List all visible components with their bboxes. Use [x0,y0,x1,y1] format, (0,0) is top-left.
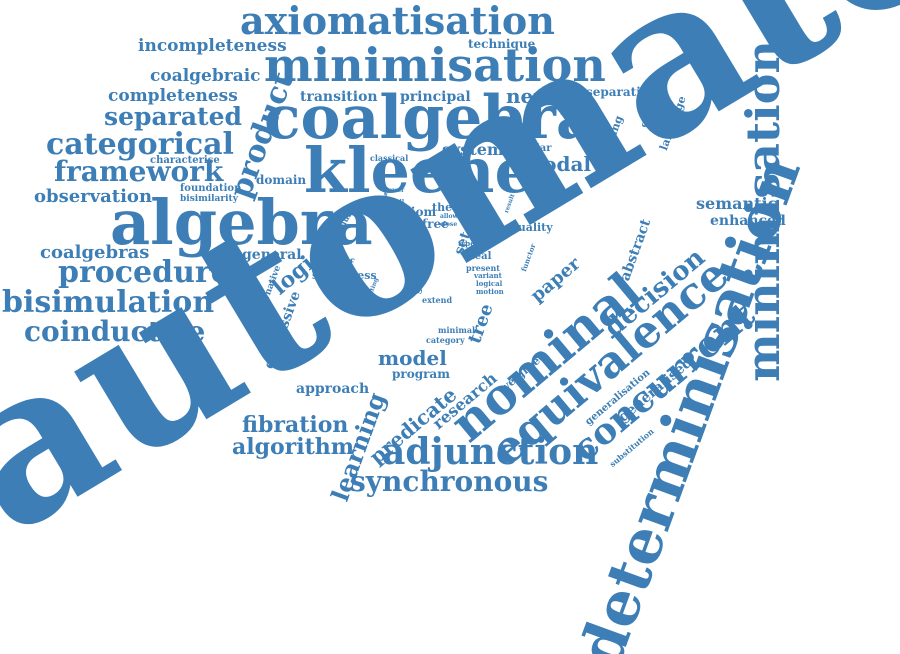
word-soundness: soundness [312,269,377,282]
word-logical: logical [476,279,503,288]
word-proof: proof [318,257,354,271]
word-type: type [458,239,475,248]
word-bisimulation: bisimulation [2,285,215,320]
word-classical: classical [370,153,409,163]
word-view: view [472,233,487,240]
word-category: category [426,335,465,345]
word-approach: approach [296,381,370,397]
word-study: study [388,225,419,236]
word-minimisation-top: minimisation [264,38,606,92]
word-call: call [392,199,405,206]
word-model: model [378,346,447,370]
word-completeness: completeness [108,86,238,106]
word-time: time [392,239,408,246]
word-principal: principal [400,89,471,105]
word-turn: turn [386,233,401,240]
word-free: free [422,217,449,231]
word-modal: modal [522,152,592,176]
word-theory: theory [432,201,472,214]
word-separated: separated [104,102,242,131]
word-foundation: foundation [180,183,242,194]
word-incompleteness: incompleteness [138,36,287,56]
word-duality: duality [510,221,553,234]
word-coalgebra: coalgebra [264,83,595,153]
word-program: program [392,367,450,381]
word-minimal: minimal [438,325,476,335]
word-popular: popular [508,143,552,154]
word-algebra: algebra [110,186,373,259]
word-axiomatisation: axiomatisation [240,0,555,43]
word-technique: technique [468,37,536,51]
word-ideal: ideal [464,251,492,262]
word-domain: domain [256,173,307,187]
word-general: general [242,247,302,263]
word-power: power [384,187,405,194]
word-characterise: characterise [150,155,220,166]
word-separation: separation [586,85,658,99]
word-allow: allow [440,213,458,220]
word-coinductive: coinductive [24,315,206,348]
word-framework: framework [54,155,224,188]
word-transition: transition [300,89,378,105]
word-procedure: procedure [58,255,230,290]
word-nerode: nerode [506,84,584,108]
word-semantic: semantic [696,194,778,213]
word-adjunction: adjunction [382,431,599,473]
word-coalgebraic: coalgebraic [150,66,261,86]
word-categorical: categorical [46,127,234,162]
word-motion: motion [476,287,504,296]
word-extend: extend [422,295,453,305]
word-fibration: fibration [242,412,349,438]
word-observation: observation [34,186,153,207]
word-close: close [440,221,458,228]
word-kleene: kleene [304,134,534,207]
word-algorithm: algorithm [232,434,355,460]
word-synchronous: synchronous [350,465,549,498]
word-present: present [466,263,501,273]
word-enhanced: enhanced [710,213,786,229]
word-coalgebras: coalgebras [40,242,150,263]
word-axiom: axiom [396,205,437,219]
word-variant: variant [474,271,502,280]
word-bisimilarity: bisimilarity [180,194,238,204]
word-system: system [442,140,504,159]
word-setting: setting [470,225,494,232]
